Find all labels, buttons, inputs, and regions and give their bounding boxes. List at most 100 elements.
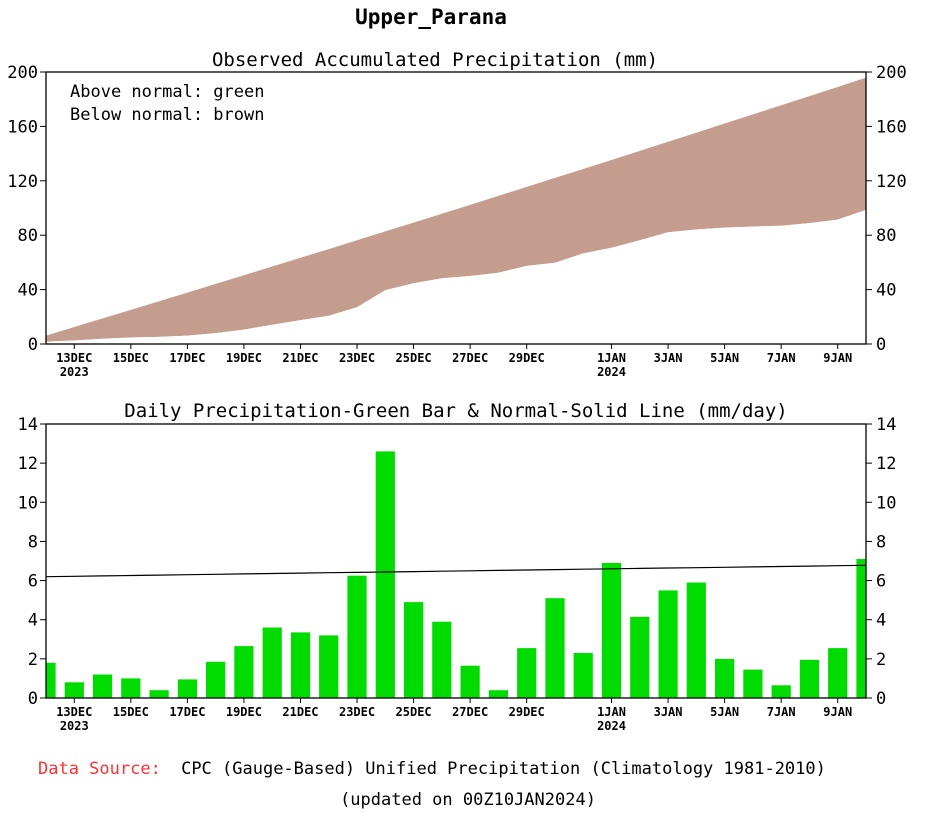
x-tick-label: 3JAN — [654, 705, 683, 719]
x-tick-label: 3JAN — [654, 351, 683, 365]
daily-precip-bar — [262, 627, 282, 698]
daily-precip-bar — [206, 661, 226, 698]
daily-precip-bar — [46, 662, 56, 698]
daily-precip-bar — [488, 690, 508, 698]
y-tick-label-left: 12 — [18, 454, 38, 474]
x-tick-label: 27DEC — [452, 351, 488, 365]
daily-precip-bar — [404, 602, 424, 698]
x-tick-label: 13DEC — [56, 351, 92, 365]
y-tick-label-right: 0 — [876, 689, 886, 709]
daily-precip-bar — [290, 632, 311, 698]
y-tick-label-left: 200 — [7, 63, 38, 83]
x-tick-label: 29DEC — [509, 351, 545, 365]
x-tick-label: 1JAN — [597, 705, 626, 719]
daily-precip-bar — [234, 646, 254, 698]
updated-note: (updated on 00Z10JAN2024) — [340, 790, 596, 810]
accumulated-chart-title: Observed Accumulated Precipitation (mm) — [212, 49, 658, 71]
y-tick-label-right: 12 — [876, 454, 896, 474]
x-tick-label: 21DEC — [282, 351, 318, 365]
daily-precip-bar — [375, 451, 395, 698]
accumulated-observed-area-layer — [46, 209, 866, 344]
x-tick-label: 19DEC — [226, 351, 262, 365]
daily-precip-bar — [177, 679, 197, 698]
daily-precip-bar — [686, 582, 706, 698]
daily-precip-bar — [828, 648, 848, 698]
x-tick-label: 15DEC — [113, 351, 149, 365]
y-tick-label-left: 4 — [28, 611, 38, 631]
y-tick-label-left: 6 — [28, 572, 38, 592]
daily-precip-bar — [545, 598, 565, 698]
x-tick-label: 13DEC — [56, 705, 92, 719]
y-tick-label-left: 10 — [18, 493, 38, 513]
y-tick-label-right: 8 — [876, 532, 886, 552]
accumulated-panel: Observed Accumulated Precipitation (mm) … — [7, 49, 906, 379]
y-tick-label-left: 40 — [18, 281, 38, 301]
daily-precip-bar — [460, 665, 480, 698]
y-tick-label-left: 0 — [28, 335, 38, 355]
y-tick-label-left: 120 — [7, 172, 38, 192]
figure-title: Upper_Parana — [355, 5, 507, 29]
data-source-text: CPC (Gauge-Based) Unified Precipitation … — [181, 759, 826, 779]
daily-precip-bar — [856, 559, 866, 698]
x-tick-label: 1JAN — [597, 351, 626, 365]
x-tick-label: 25DEC — [396, 351, 432, 365]
x-tick-label: 21DEC — [282, 705, 318, 719]
daily-chart-title: Daily Precipitation-Green Bar & Normal-S… — [124, 400, 787, 422]
y-tick-label-right: 2 — [876, 650, 886, 670]
x-tick-label: 27DEC — [452, 705, 488, 719]
y-tick-label-left: 0 — [28, 689, 38, 709]
x-tick-year-label: 2024 — [597, 365, 626, 379]
y-tick-label-right: 120 — [876, 172, 907, 192]
y-tick-label-right: 4 — [876, 611, 886, 631]
observed-accumulation-area — [46, 209, 866, 344]
daily-precip-bar — [92, 674, 113, 698]
daily-precip-bar — [601, 563, 622, 698]
daily-precip-bar — [715, 658, 735, 698]
x-tick-label: 9JAN — [823, 351, 852, 365]
daily-precip-bar — [64, 682, 84, 698]
y-tick-label-right: 160 — [876, 117, 907, 137]
daily-precip-bar — [517, 648, 537, 698]
x-tick-label: 9JAN — [823, 705, 852, 719]
data-source-line: Data Source: CPC (Gauge-Based) Unified P… — [38, 759, 826, 779]
daily-precip-bar — [319, 635, 339, 698]
x-tick-label: 7JAN — [767, 351, 796, 365]
daily-precip-bar — [771, 685, 791, 698]
x-tick-label: 25DEC — [396, 705, 432, 719]
x-tick-year-label: 2023 — [60, 365, 89, 379]
plot-frame — [45, 71, 867, 345]
daily-precip-bar — [630, 616, 650, 698]
y-tick-label-left: 80 — [18, 226, 38, 246]
daily-precip-bar — [347, 575, 367, 698]
plot-frame — [45, 423, 867, 699]
y-tick-label-left: 2 — [28, 650, 38, 670]
y-tick-label-right: 10 — [876, 493, 896, 513]
x-tick-label: 5JAN — [710, 705, 739, 719]
daily-precip-bar — [121, 678, 141, 698]
x-tick-label: 23DEC — [339, 351, 375, 365]
y-tick-label-right: 80 — [876, 226, 896, 246]
legend-below-normal: Below normal: brown — [70, 105, 264, 125]
daily-bars-layer — [46, 451, 866, 698]
y-tick-label-right: 0 — [876, 335, 886, 355]
x-tick-label: 23DEC — [339, 705, 375, 719]
x-tick-label: 17DEC — [169, 705, 205, 719]
y-tick-label-right: 14 — [876, 415, 896, 435]
x-tick-label: 29DEC — [509, 705, 545, 719]
normal-daily-line — [45, 564, 867, 578]
y-tick-label-left: 8 — [28, 532, 38, 552]
x-tick-label: 5JAN — [710, 351, 739, 365]
x-tick-label: 15DEC — [113, 705, 149, 719]
daily-precip-bar — [799, 659, 819, 698]
daily-panel: Daily Precipitation-Green Bar & Normal-S… — [18, 400, 897, 733]
y-tick-label-left: 160 — [7, 117, 38, 137]
x-tick-label: 7JAN — [767, 705, 796, 719]
y-tick-label-right: 200 — [876, 63, 907, 83]
below-normal-area — [46, 77, 866, 344]
daily-precip-bar — [658, 590, 678, 698]
x-tick-year-label: 2023 — [60, 719, 89, 733]
x-tick-label: 19DEC — [226, 705, 262, 719]
